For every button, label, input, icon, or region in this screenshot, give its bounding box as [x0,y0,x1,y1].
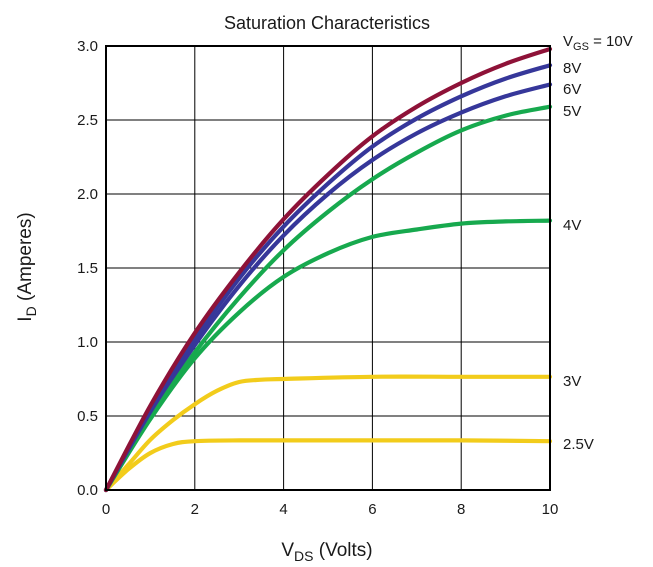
y-axis-label: ID (Amperes) [15,212,39,321]
grid-lines [106,46,550,490]
y-tick-label: 3.0 [77,38,98,55]
series-label-4v: 4V [563,217,581,234]
series-line-3v [103,374,553,493]
series-line-2-5v [103,438,553,493]
x-axis-label-sub: DS [294,548,313,564]
series-line-8v [103,63,553,493]
series-curves [103,46,553,493]
series-label-2-5v: 2.5V [563,436,594,453]
x-tick-label: 4 [279,501,287,518]
series-labels: 2.5V 3V 4V 5V 6V 8V VGS = 10V [563,33,633,453]
x-axis-label-main: V [281,540,294,561]
series-label-5v: 5V [563,103,581,120]
series-line-4v [103,218,553,493]
series-label-3v: 3V [563,373,581,390]
x-axis-label-rest: (Volts) [314,540,373,561]
tick-labels: 0 2 4 6 8 10 0.0 0.5 1.0 1.5 2.0 2.5 3.0 [77,38,558,518]
y-tick-label: 2.5 [77,112,98,129]
series-line-6v [103,82,553,493]
x-tick-label: 8 [457,501,465,518]
x-tick-label: 10 [542,501,559,518]
y-tick-label: 1.5 [77,260,98,277]
y-tick-label: 0.0 [77,482,98,499]
x-axis-label: VDS (Volts) [281,540,372,564]
series-line-vgs-10v [103,46,553,493]
plot-frame [105,45,551,491]
series-label-vgs-10v: VGS = 10V [563,33,633,53]
x-tick-label: 2 [191,501,199,518]
y-axis-label-main: I [15,316,36,321]
y-axis-label-rest: (Amperes) [15,212,36,306]
y-axis-label-sub: D [23,306,39,316]
series-label-6v: 6V [563,81,581,98]
series-label-8v: 8V [563,60,581,77]
x-tick-label: 6 [368,501,376,518]
chart-title: Saturation Characteristics [224,13,430,33]
series-line-5v [103,104,553,493]
x-tick-label: 0 [102,501,110,518]
y-tick-label: 1.0 [77,334,98,351]
y-tick-label: 0.5 [77,408,98,425]
y-tick-label: 2.0 [77,186,98,203]
